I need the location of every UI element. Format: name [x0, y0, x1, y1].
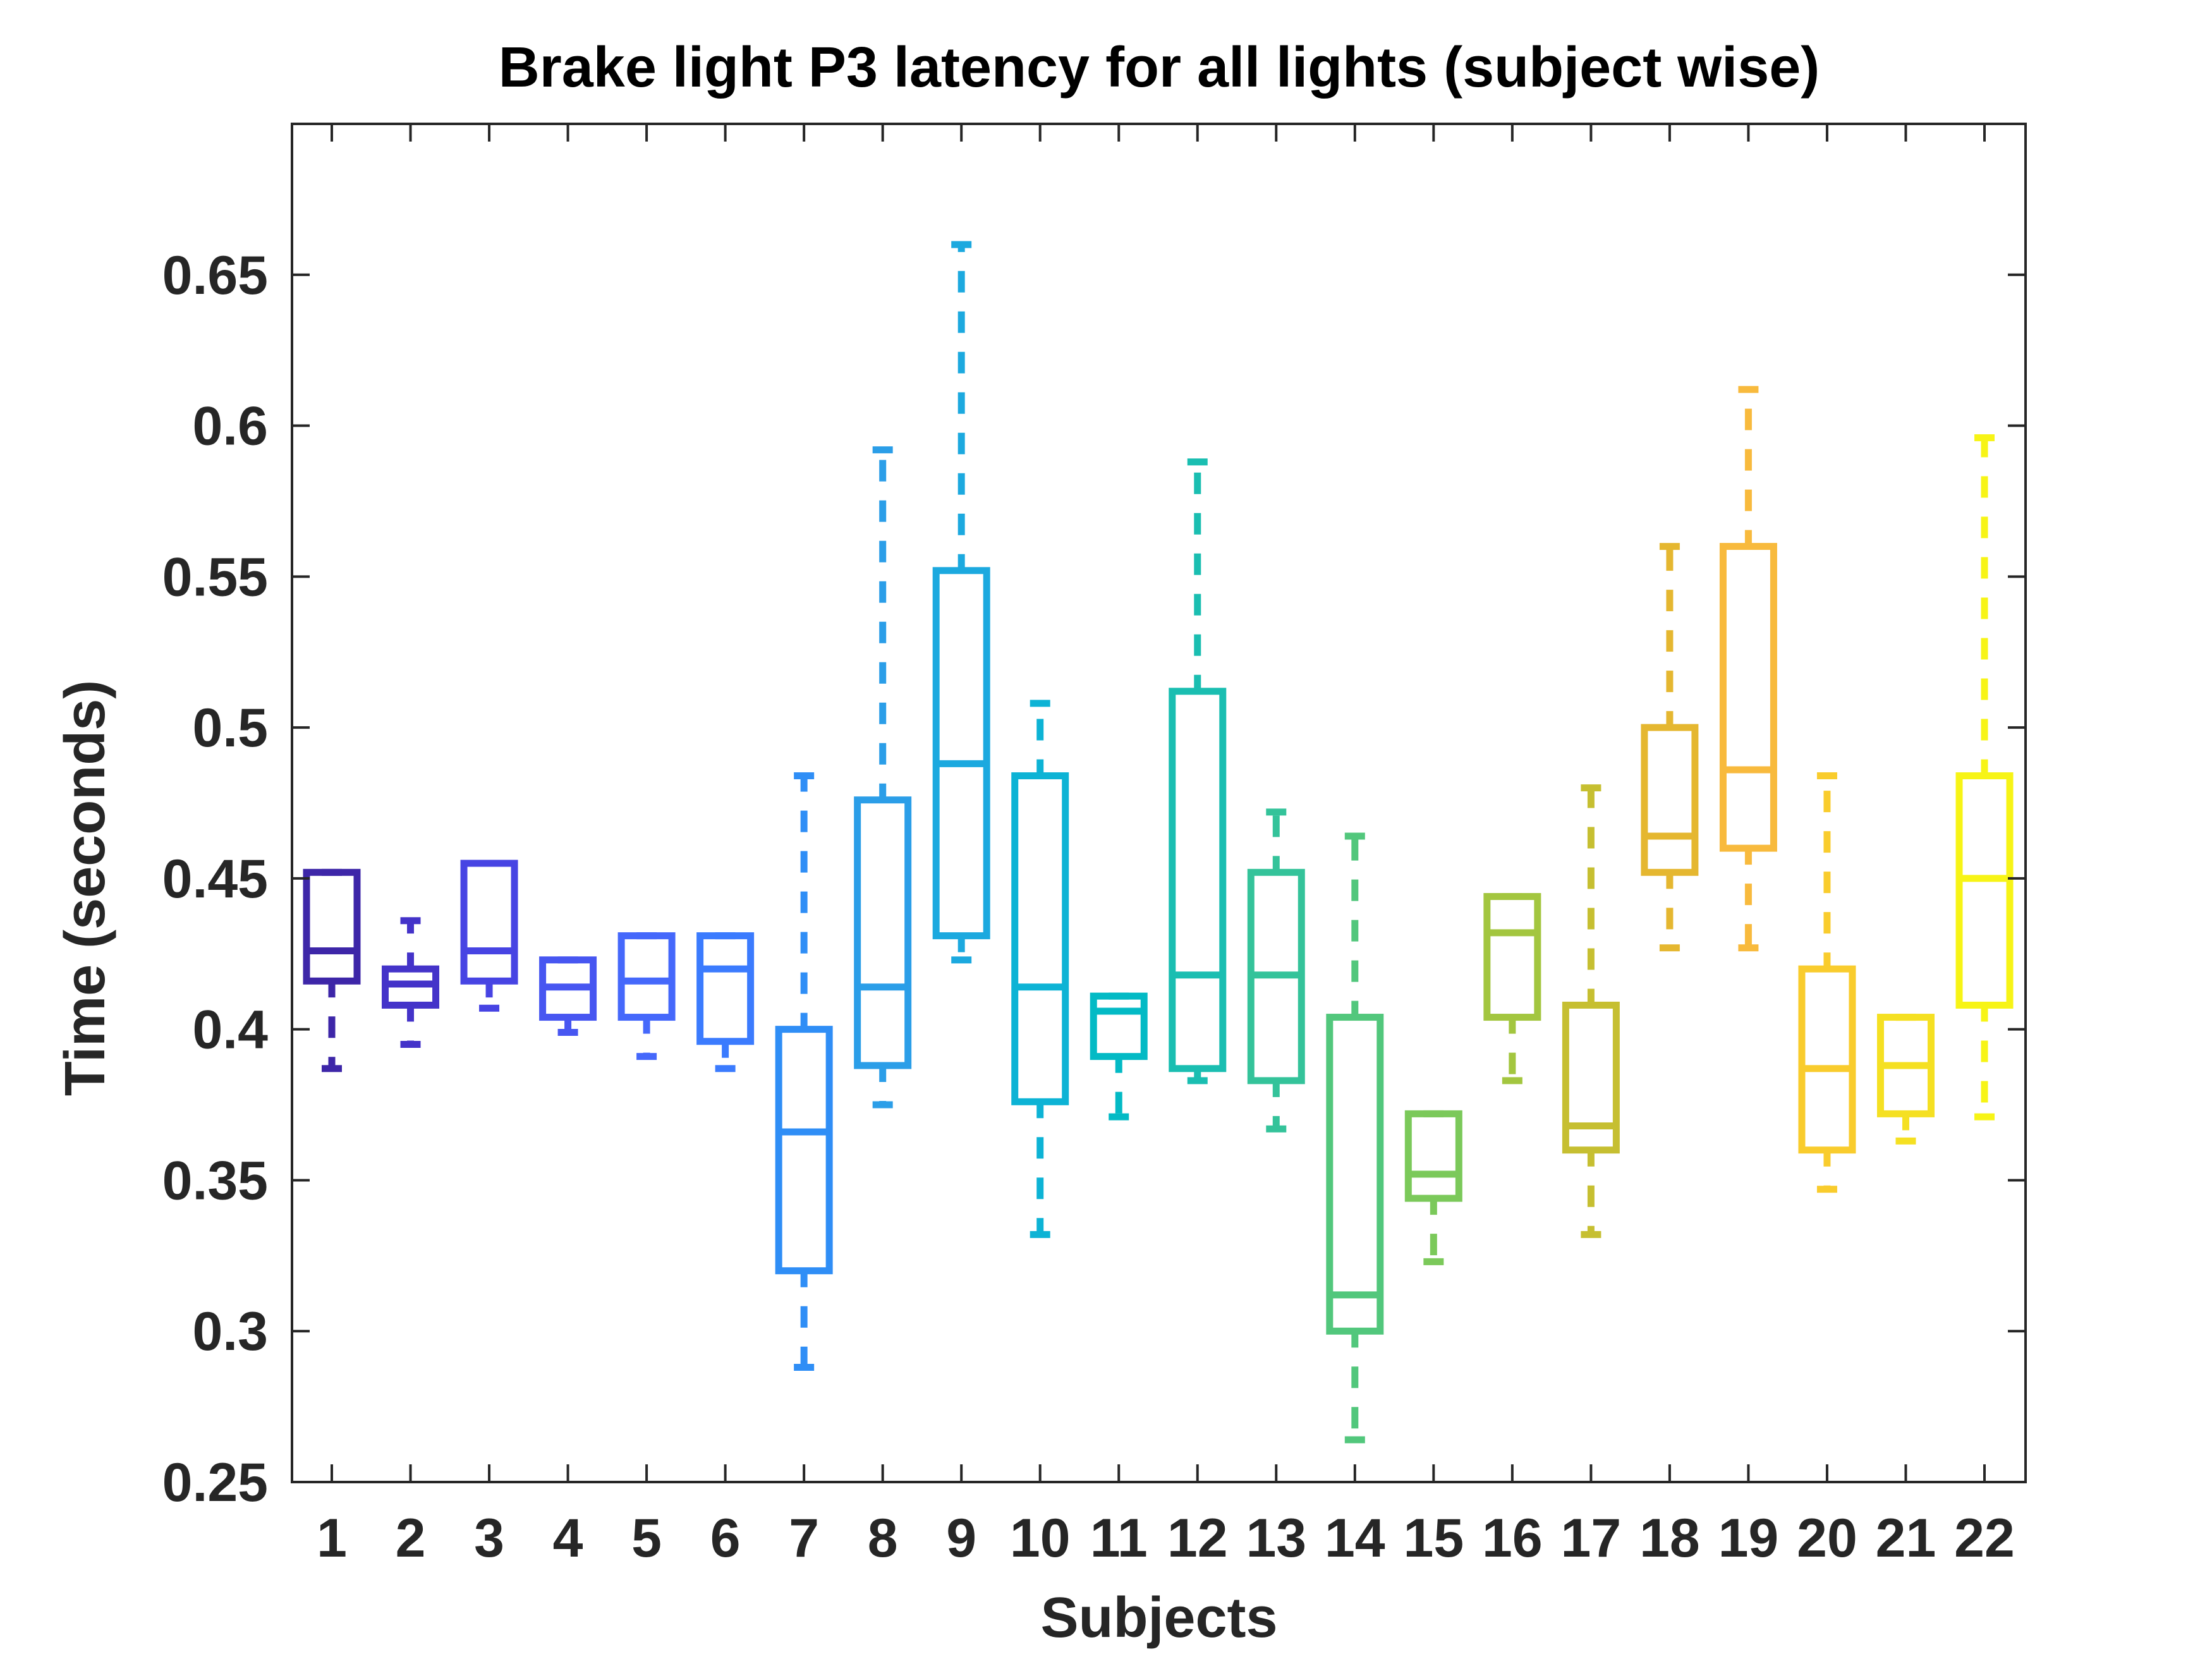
x-tick-label: 1 [317, 1508, 347, 1569]
box-iqr [1404, 1110, 1462, 1202]
y-tick-label: 0.45 [162, 849, 268, 909]
box-iqr [1562, 1001, 1620, 1154]
x-tick-label: 16 [1482, 1508, 1543, 1569]
box-iqr [854, 796, 912, 1069]
y-tick-label: 0.3 [192, 1301, 268, 1362]
y-tick-label: 0.6 [192, 396, 268, 457]
box-series [303, 241, 2014, 1443]
x-tick-label: 13 [1246, 1508, 1306, 1569]
box-subject-6 [696, 932, 755, 1073]
plot-frame [291, 123, 2027, 1483]
box-iqr [1011, 772, 1069, 1105]
box-subject-21 [1876, 1014, 1935, 1145]
x-tick-label: 8 [868, 1508, 898, 1569]
box-subject-13 [1247, 808, 1305, 1133]
box-subject-19 [1719, 386, 1777, 952]
box-subject-22 [1955, 434, 2014, 1121]
y-tick-label: 0.35 [162, 1150, 268, 1211]
box-subject-17 [1562, 784, 1620, 1238]
box-iqr [1326, 1014, 1384, 1335]
box-subject-9 [932, 241, 990, 964]
x-tick-label: 21 [1876, 1508, 1936, 1569]
x-tick-label: 9 [946, 1508, 976, 1569]
box-subject-5 [617, 932, 676, 1060]
box-subject-14 [1326, 832, 1384, 1443]
box-subject-1 [303, 868, 361, 1073]
chart-title: Brake light P3 latency for all lights (s… [499, 36, 1820, 99]
x-tick-label: 11 [1090, 1508, 1148, 1569]
x-tick-label: 10 [1010, 1508, 1071, 1569]
x-tick-label: 17 [1561, 1508, 1622, 1569]
y-tick-label: 0.65 [162, 245, 268, 306]
box-subject-12 [1169, 458, 1227, 1085]
x-tick-label: 12 [1167, 1508, 1228, 1569]
x-tick-label: 7 [789, 1508, 819, 1569]
plot-area [291, 123, 2027, 1483]
box-iqr [460, 860, 518, 985]
x-axis-title: Subjects [1040, 1586, 1277, 1650]
y-tick-label: 0.25 [162, 1452, 268, 1513]
x-tick-label: 3 [474, 1508, 504, 1569]
box-subject-15 [1404, 1110, 1462, 1265]
x-tick-label: 5 [631, 1508, 662, 1569]
x-tick-label: 4 [553, 1508, 583, 1569]
box-iqr [775, 1026, 833, 1275]
y-tick-label: 0.4 [192, 1000, 268, 1060]
y-tick-label: 0.55 [162, 547, 268, 607]
x-tick-label: 22 [1954, 1508, 2015, 1569]
y-tick-label: 0.5 [192, 698, 268, 758]
box-subject-11 [1090, 992, 1148, 1121]
box-iqr [1169, 688, 1227, 1073]
box-iqr [932, 567, 990, 940]
box-subject-4 [539, 956, 597, 1036]
x-axis-ticks: 1 2 3 4 5 6 7 8 9 10 11 12 13 14 15 16 17 18 19 20 21 22 [317, 124, 2015, 1569]
box-subject-7 [775, 772, 833, 1371]
box-subject-16 [1483, 893, 1541, 1085]
box-subject-8 [854, 446, 912, 1109]
y-axis-ticks: 0.25 0.3 0.35 0.4 0.45 0.5 0.55 0.6 0.65 [162, 245, 2026, 1513]
box-iqr [1483, 893, 1541, 1021]
box-iqr [1641, 724, 1699, 876]
x-tick-label: 18 [1639, 1508, 1700, 1569]
x-tick-label: 20 [1797, 1508, 1857, 1569]
box-iqr [303, 868, 361, 985]
box-iqr [1798, 965, 1856, 1154]
x-tick-label: 15 [1403, 1508, 1464, 1569]
box-iqr [1719, 543, 1777, 852]
x-tick-label: 6 [710, 1508, 741, 1569]
y-axis-title: Time (seconds) [54, 680, 117, 1097]
box-subject-20 [1798, 772, 1856, 1193]
box-subject-18 [1641, 543, 1699, 952]
box-iqr [1955, 772, 2014, 1009]
box-iqr [696, 932, 755, 1045]
box-subject-10 [1011, 700, 1069, 1238]
box-subject-2 [382, 917, 440, 1048]
box-subject-3 [460, 860, 518, 1012]
x-tick-label: 19 [1718, 1508, 1779, 1569]
x-tick-label: 14 [1325, 1508, 1385, 1569]
x-tick-label: 2 [396, 1508, 426, 1569]
box-iqr [617, 932, 676, 1021]
box-iqr [1090, 992, 1148, 1060]
